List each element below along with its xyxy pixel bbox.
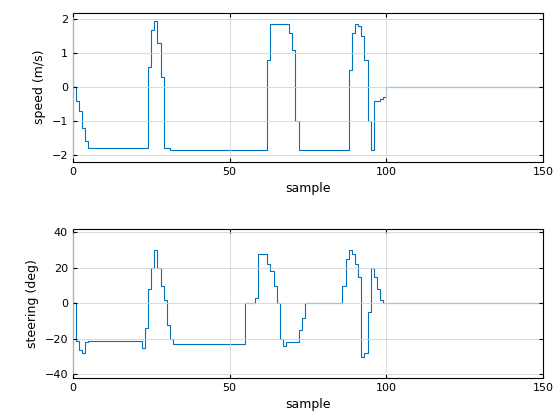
X-axis label: sample: sample — [285, 399, 331, 412]
Y-axis label: speed (m/s): speed (m/s) — [33, 50, 46, 124]
Y-axis label: steering (deg): steering (deg) — [26, 259, 39, 348]
X-axis label: sample: sample — [285, 182, 331, 195]
